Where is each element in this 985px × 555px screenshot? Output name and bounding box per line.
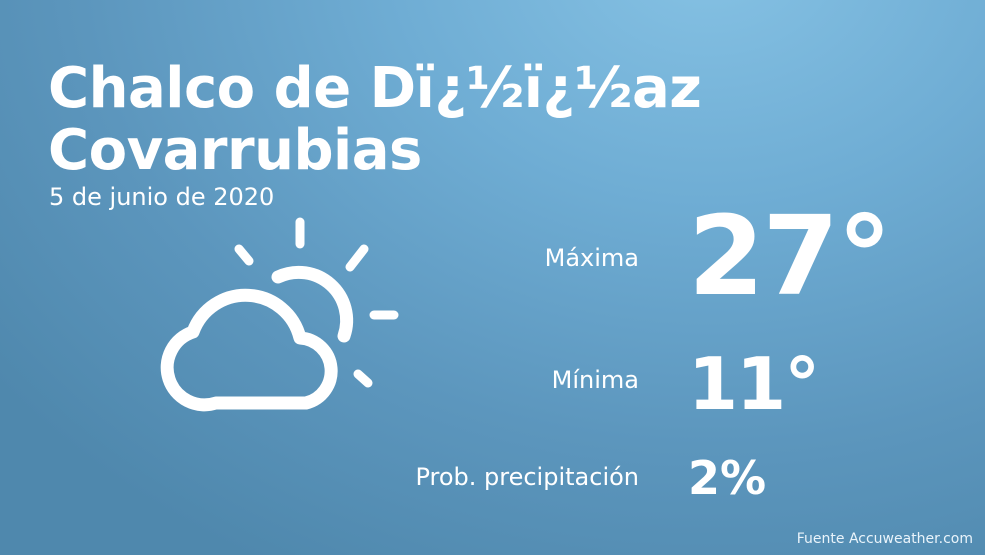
precipitation-label: Prob. precipitación [415, 463, 639, 491]
location-title: Chalco de Dï¿½ï¿½az Covarrubias [48, 56, 702, 183]
partly-cloudy-icon [160, 217, 399, 412]
min-temp-value: 11° [688, 342, 820, 426]
source-credit: Fuente Accuweather.com [796, 531, 973, 547]
location-title-line1: Chalco de Dï¿½ï¿½az [48, 56, 702, 121]
min-temp-label: Mínima [551, 366, 639, 394]
location-title-line2: Covarrubias [48, 118, 422, 183]
forecast-date: 5 de junio de 2020 [49, 183, 275, 211]
max-temp-value: 27° [688, 192, 892, 320]
precipitation-value: 2% [688, 451, 767, 505]
max-temp-label: Máxima [544, 244, 639, 272]
